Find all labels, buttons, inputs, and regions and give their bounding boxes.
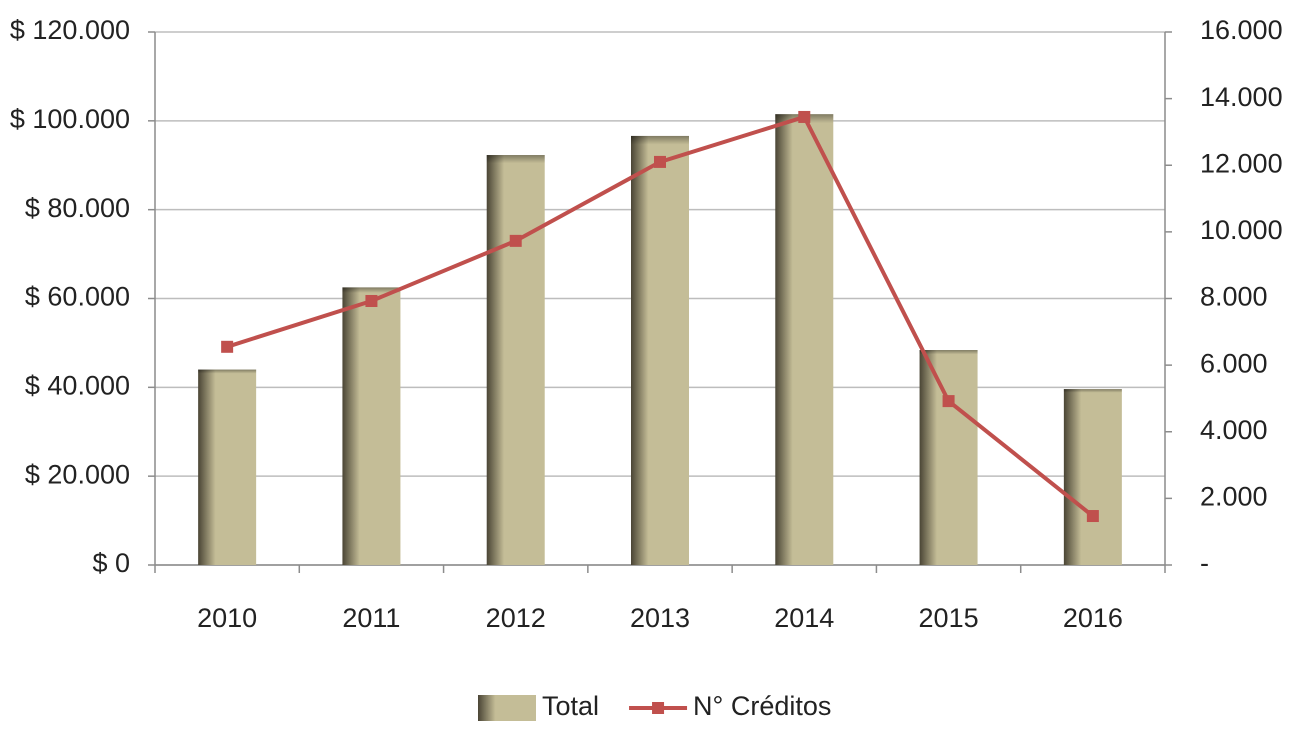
y-tick-label: $ 20.000 — [25, 459, 130, 489]
line-marker — [365, 294, 378, 307]
line-marker — [654, 155, 666, 168]
line-marker — [942, 395, 955, 408]
x-tick-label: 2012 — [486, 603, 546, 633]
x-tick-label: 2016 — [1063, 603, 1123, 633]
line-marker — [509, 234, 522, 247]
x-tick-label: 2015 — [919, 603, 979, 633]
y-tick-label: $ 100.000 — [10, 104, 130, 134]
bar-shade — [919, 350, 978, 565]
legend-label: N° Créditos — [693, 691, 831, 721]
y2-tick-label: 6.000 — [1200, 348, 1268, 378]
y-tick-label: $ 80.000 — [25, 193, 130, 223]
x-tick-label: 2014 — [774, 603, 834, 633]
y-tick-label: $ 0 — [92, 548, 130, 578]
bar-shade — [631, 135, 689, 565]
y-tick-label: $ 120.000 — [10, 15, 130, 45]
y2-tick-label: 8.000 — [1200, 282, 1268, 312]
y2-tick-label: 16.000 — [1200, 15, 1283, 45]
line-marker — [1086, 510, 1099, 523]
y-tick-label: $ 60.000 — [25, 282, 130, 312]
x-tick-label: 2013 — [630, 603, 690, 633]
bar-shade — [1063, 389, 1122, 565]
y-tick-label: $ 40.000 — [25, 370, 130, 400]
line-marker — [798, 110, 811, 123]
bar-shade — [342, 287, 401, 565]
legend-swatch — [478, 695, 536, 721]
line-marker — [221, 340, 234, 353]
x-tick-label: 2011 — [342, 603, 400, 633]
y2-tick-label: 10.000 — [1200, 215, 1283, 245]
y2-tick-label: 14.000 — [1200, 82, 1283, 112]
bar-shade — [775, 114, 834, 565]
x-tick-label: 2010 — [197, 603, 257, 633]
bar-shade — [198, 369, 257, 565]
y2-tick-label: 12.000 — [1200, 148, 1283, 178]
legend-marker — [652, 702, 665, 714]
y2-tick-label: - — [1200, 548, 1209, 578]
legend-label: Total — [542, 691, 599, 721]
bar-shade — [486, 155, 545, 565]
y2-tick-label: 2.000 — [1200, 482, 1268, 512]
y2-tick-label: 4.000 — [1200, 415, 1268, 445]
